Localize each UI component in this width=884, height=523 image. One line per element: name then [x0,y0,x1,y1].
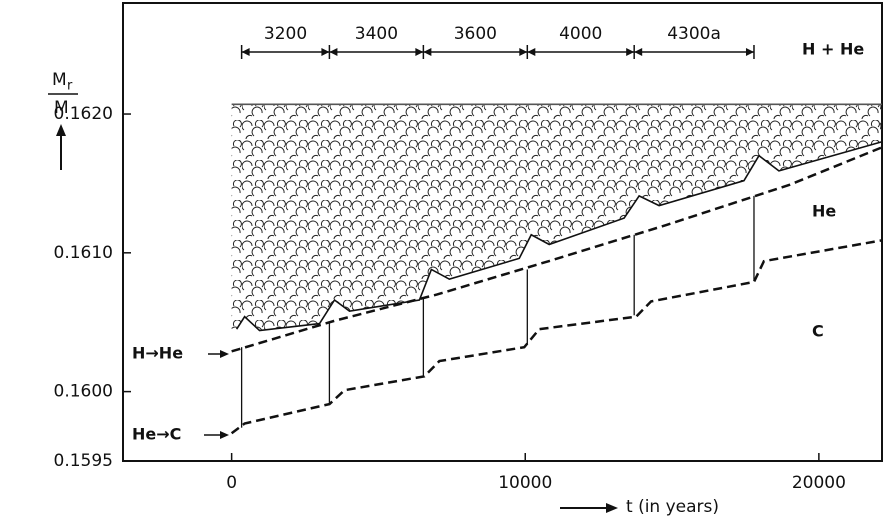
y-label-numerator: M [52,70,67,90]
series-line [231,146,883,353]
annotation: He→C [132,425,181,444]
interval-label: 4000 [559,24,602,44]
annotation: H→He [132,344,183,363]
x-tick-label: 20000 [792,473,846,493]
annotation: H + He [802,40,864,59]
annotation: He [812,202,836,221]
interval-label: 3400 [355,24,398,44]
interval-label: 3200 [264,24,307,44]
x-axis-label: t (in years) [560,497,719,517]
y-label-denominator: M [54,98,69,118]
x-label: t (in years) [626,497,719,517]
convective-zone [231,104,882,331]
interval-label: 4300a [667,24,721,44]
y-tick-label: 0.1610 [54,243,113,263]
series-line [235,141,883,332]
series-line [230,239,883,435]
pointer-head [220,431,229,439]
annotation: C [812,322,824,341]
y-tick-label: 0.1595 [54,451,113,471]
plot-frame [122,2,883,462]
y-tick-label: 0.1620 [54,104,113,124]
pointer-head [220,350,229,358]
y-tick-label: 0.1600 [54,382,113,402]
interval-label: 3600 [454,24,497,44]
y-label-subscript: r [67,79,73,94]
x-tick-label: 10000 [498,473,552,493]
x-tick-label: 0 [226,473,237,493]
y-axis-label: M r M [48,70,78,170]
x-arrow-head [606,503,618,513]
y-arrow-head [56,124,66,136]
